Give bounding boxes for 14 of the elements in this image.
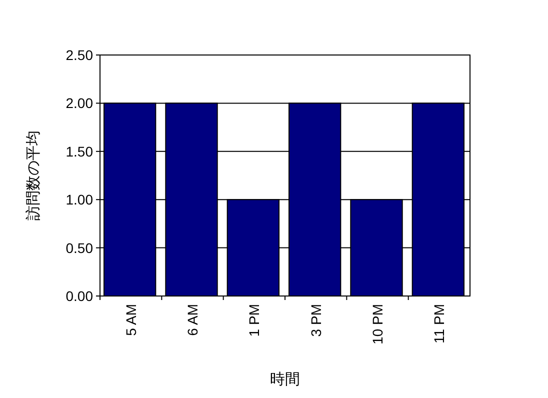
y-tick-label: 0.00: [66, 288, 94, 304]
x-tick-label: 1 PM: [246, 304, 262, 337]
y-tick-label: 0.50: [66, 240, 94, 256]
x-tick-label: 11 PM: [431, 304, 448, 344]
y-tick-label: 1.00: [66, 192, 94, 208]
y-tick-label: 2.00: [66, 95, 94, 112]
x-tick-label: 6 AM: [184, 304, 200, 336]
y-axis-title: 訪問数の平均: [25, 130, 42, 220]
x-tick-label: 5 AM: [122, 304, 139, 336]
x-axis-title: 時間: [270, 371, 300, 388]
y-tick-label: 2.50: [66, 47, 94, 63]
x-tick-label: 10 PM: [370, 304, 386, 344]
x-tick-label: 3 PM: [308, 304, 324, 337]
y-tick-label: 1.50: [66, 143, 94, 160]
